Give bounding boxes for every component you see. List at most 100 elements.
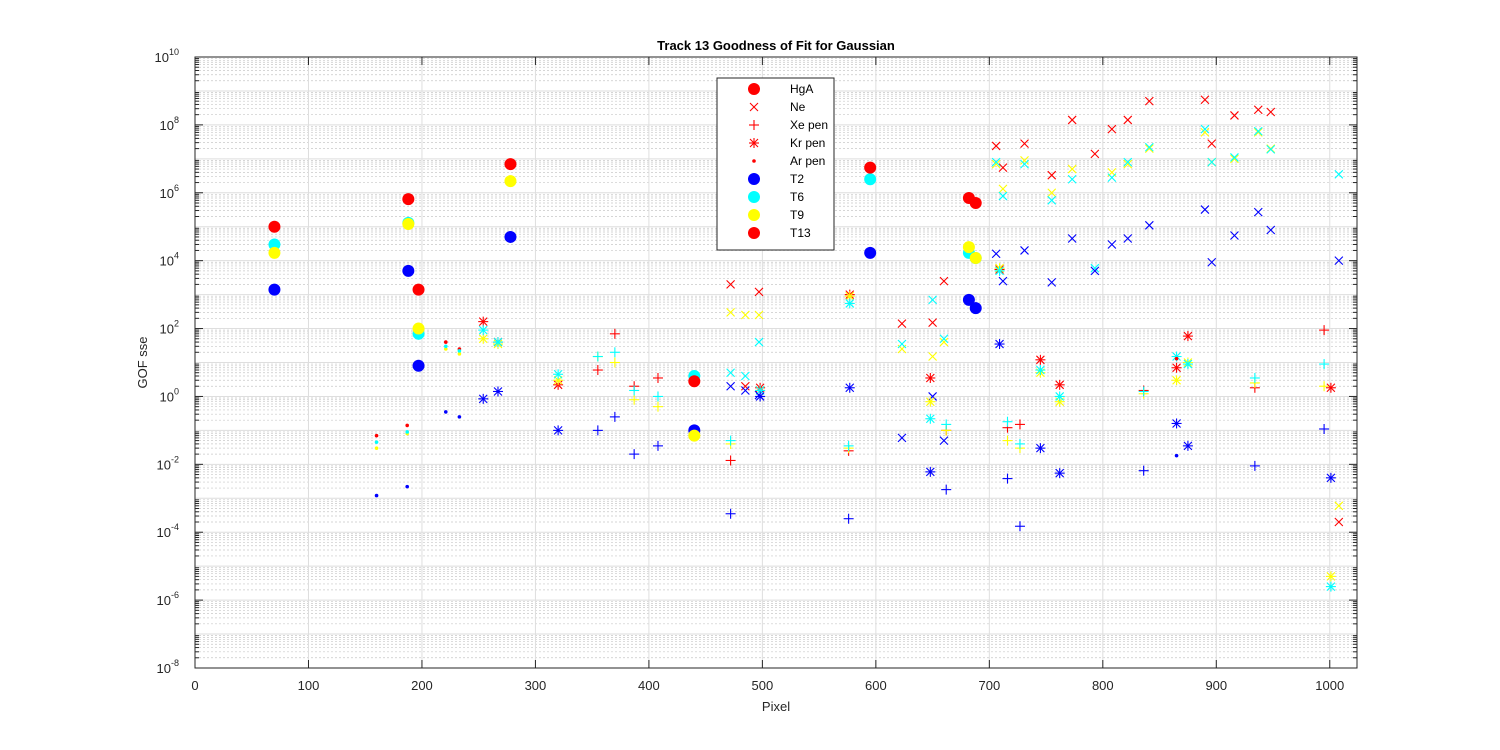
legend: HgA Ne Xe pen Kr pen Ar pen T2 T6 T9 T13 [716, 77, 835, 251]
y-tick-exponent: -2 [171, 454, 179, 464]
point-kr-pen-t2 [844, 382, 855, 393]
point-xe-pen-t6 [1138, 386, 1149, 397]
y-tick-exponent: 10 [169, 47, 179, 57]
point-hga-t13 [504, 158, 517, 171]
legend-box [716, 77, 835, 251]
chart-title: Track 13 Goodness of Fit for Gaussian [657, 38, 895, 53]
point-kr-pen-t6 [492, 337, 503, 348]
point-xe-pen-t9 [609, 357, 620, 368]
point-kr-pen-t6 [1035, 365, 1046, 376]
point-kr-pen-t2 [1035, 443, 1046, 454]
point-hga-t9 [688, 429, 701, 442]
point-ne-t6 [1207, 157, 1217, 167]
legend-label: Kr pen [790, 136, 825, 150]
point-xe-pen-t6 [1249, 372, 1260, 383]
legend-marker [749, 120, 759, 130]
y-tick-label: 108 [160, 115, 179, 133]
point-xe-pen-t2 [941, 484, 952, 495]
point-xe-pen-t2 [592, 425, 603, 436]
point-ar-pen-t2 [443, 410, 448, 414]
x-tick-label: 400 [638, 678, 660, 693]
point-kr-pen-t6 [844, 298, 855, 309]
point-xe-pen-t2 [1249, 460, 1260, 471]
point-ne-t13 [754, 287, 764, 297]
point-xe-pen-t2 [609, 411, 620, 422]
y-tick-exponent: -6 [171, 590, 179, 600]
point-hga-t2 [962, 293, 975, 306]
point-xe-pen-t6 [609, 347, 620, 358]
point-ne-t6 [1067, 174, 1077, 184]
y-tick-exponent: 6 [174, 183, 179, 193]
point-kr-pen-t2 [492, 386, 503, 397]
point-kr-pen-t13 [1325, 382, 1336, 393]
legend-label: Ne [790, 100, 806, 114]
y-tick-exponent: 2 [174, 319, 179, 329]
point-xe-pen-t13 [1014, 419, 1025, 430]
y-tick-base: 10 [160, 186, 174, 201]
data-points [268, 95, 1344, 592]
point-ne-t6 [1200, 124, 1210, 134]
y-tick-exponent: -8 [171, 658, 179, 668]
point-kr-pen-t6 [1054, 391, 1065, 402]
point-kr-pen-t2 [994, 339, 1005, 350]
point-ar-pen-t2 [374, 493, 379, 498]
point-hga-t2 [864, 246, 877, 259]
point-ne-t6 [1047, 195, 1057, 205]
x-tick-label: 900 [1205, 678, 1227, 693]
x-tick-label: 600 [865, 678, 887, 693]
point-ne-t2 [897, 433, 907, 443]
point-ne-t2 [991, 249, 1001, 259]
y-tick-label: 10-8 [157, 658, 179, 676]
point-ne-t2 [1067, 234, 1077, 243]
legend-label: HgA [790, 82, 813, 96]
axes-box [194, 56, 1358, 669]
y-tick-label: 10-4 [157, 522, 179, 540]
point-ne-t13 [726, 280, 735, 289]
point-xe-pen-t13 [725, 455, 736, 466]
point-hga-t2 [969, 302, 982, 315]
point-xe-pen-t6 [725, 435, 736, 446]
legend-label: Ar pen [790, 154, 825, 168]
y-tick-base: 10 [157, 457, 171, 472]
y-tick-label: 102 [160, 319, 179, 337]
point-ne-t9 [1200, 128, 1210, 137]
point-ne-t2 [939, 436, 949, 445]
point-ne-t2 [1230, 231, 1239, 240]
point-kr-pen-t9 [1325, 571, 1336, 582]
point-ne-t6 [897, 339, 907, 349]
point-ne-t6 [1253, 126, 1263, 136]
y-tick-label: 10-6 [157, 590, 179, 608]
point-xe-pen-t9 [629, 394, 640, 405]
point-kr-pen-t9 [1171, 375, 1182, 386]
point-ne-t13 [1334, 517, 1344, 527]
point-ne-t13 [1144, 96, 1154, 106]
x-tick-label: 200 [411, 678, 433, 693]
point-hga-t9 [504, 175, 517, 188]
point-ne-t13 [897, 319, 907, 328]
point-kr-pen-t2 [478, 393, 489, 404]
point-kr-pen-t6 [1182, 359, 1193, 370]
point-hga-t13 [402, 193, 415, 206]
legend-label: T6 [790, 190, 804, 204]
point-ne-t13 [740, 381, 750, 391]
point-ne-t6 [928, 295, 937, 305]
point-kr-pen-t9 [925, 396, 936, 407]
point-xe-pen-t2 [1014, 521, 1025, 532]
point-hga-t13 [864, 161, 877, 174]
point-ne-t13 [998, 163, 1008, 173]
point-ar-pen-t2 [1174, 453, 1179, 458]
point-kr-pen-t6 [478, 325, 489, 336]
point-ar-pen-t6 [443, 344, 448, 349]
y-tick-base: 10 [160, 322, 174, 337]
point-ne-t2 [1123, 234, 1133, 243]
legend-marker [752, 159, 756, 163]
point-kr-pen-t2 [553, 425, 564, 436]
point-xe-pen-t6 [652, 391, 663, 402]
point-ne-t9 [1253, 128, 1263, 137]
point-hga-t13 [688, 375, 701, 388]
point-ne-t9 [1334, 501, 1344, 511]
point-ne-t6 [1144, 142, 1154, 152]
y-tick-base: 10 [157, 661, 171, 676]
point-xe-pen-t2 [629, 449, 640, 460]
